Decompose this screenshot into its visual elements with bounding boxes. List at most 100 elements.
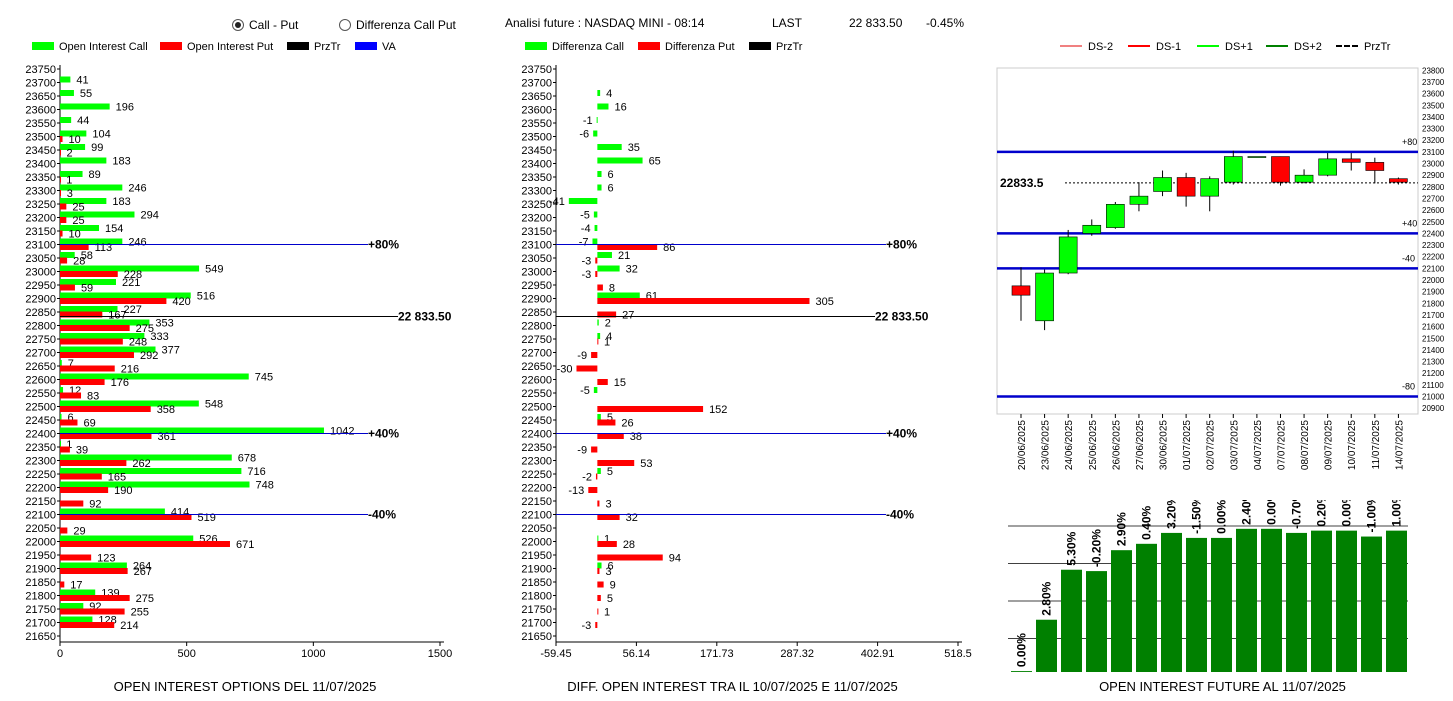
candle-body bbox=[1058, 236, 1078, 274]
strike-label: 22150 bbox=[521, 496, 552, 508]
bar-value-label: 15 bbox=[614, 377, 626, 389]
bar bbox=[60, 508, 165, 515]
strike-label: 21850 bbox=[521, 577, 552, 589]
future-bar-label: 0.00% bbox=[1215, 500, 1229, 534]
bar bbox=[595, 271, 598, 277]
radio-differenza[interactable]: Differenza Call Put bbox=[339, 18, 456, 32]
bar-value-label: 1 bbox=[604, 534, 610, 546]
bar-value-label: 183 bbox=[112, 156, 130, 168]
strike-label: 22500 bbox=[25, 402, 56, 414]
bar-value-label: 6 bbox=[608, 183, 614, 195]
legend-line bbox=[1128, 45, 1150, 47]
bar-value-label: 21 bbox=[618, 250, 630, 262]
legend-item: Open Interest Put bbox=[160, 41, 273, 53]
bar-value-label: -30 bbox=[557, 364, 573, 376]
bar-value-label: 190 bbox=[114, 485, 132, 497]
level-label: -80 bbox=[1402, 382, 1415, 392]
strike-label: 23150 bbox=[521, 226, 552, 238]
radio-call-put[interactable]: Call - Put bbox=[232, 18, 298, 32]
bar bbox=[597, 144, 622, 150]
level-label: -40 bbox=[1402, 253, 1415, 263]
legend-item: Open Interest Call bbox=[32, 41, 148, 53]
legend-item: Differenza Put bbox=[638, 41, 735, 53]
bar bbox=[60, 325, 130, 331]
y-tick-label: 22500 bbox=[1422, 218, 1445, 227]
bar bbox=[60, 481, 250, 488]
strike-label: 23700 bbox=[521, 78, 552, 90]
bar-value-label: 358 bbox=[157, 404, 175, 416]
level-label: +80 bbox=[1402, 137, 1417, 147]
bar bbox=[593, 211, 598, 218]
oi-options-caption: OPEN INTEREST OPTIONS DEL 11/07/2025 bbox=[113, 679, 377, 694]
radio-selected-icon[interactable] bbox=[232, 19, 244, 31]
strike-label: 23250 bbox=[25, 199, 56, 211]
bar bbox=[594, 225, 598, 231]
bar bbox=[591, 352, 598, 358]
bar bbox=[60, 279, 116, 285]
strike-label: 22000 bbox=[25, 537, 56, 549]
y-tick-label: 22800 bbox=[1422, 183, 1445, 192]
bar bbox=[60, 562, 127, 569]
bar-value-label: 294 bbox=[140, 210, 158, 222]
y-tick-label: 20900 bbox=[1422, 404, 1445, 413]
legend-swatch bbox=[160, 42, 182, 50]
bar bbox=[592, 238, 598, 245]
bar bbox=[60, 346, 156, 353]
bar-value-label: 8 bbox=[609, 283, 615, 295]
legend-label: VA bbox=[382, 41, 396, 53]
bar bbox=[60, 333, 145, 339]
future-bar-label: -1.50% bbox=[1190, 500, 1204, 534]
legend-label: DS-2 bbox=[1088, 41, 1114, 53]
bar bbox=[60, 541, 230, 547]
date-label: 23/06/2025 bbox=[1041, 420, 1052, 470]
strike-label: 23300 bbox=[521, 186, 552, 198]
bar-value-label: -13 bbox=[568, 485, 584, 497]
y-tick-label: 22600 bbox=[1422, 206, 1445, 215]
y-tick-label: 21100 bbox=[1422, 381, 1444, 390]
bar-value-label: 4 bbox=[606, 88, 612, 100]
future-bar-label: 0.00% bbox=[1265, 500, 1279, 525]
candle-body bbox=[1200, 178, 1220, 197]
bar-value-label: 1 bbox=[604, 607, 610, 619]
bar bbox=[60, 406, 151, 412]
bar-value-label: 2 bbox=[67, 148, 73, 160]
bar bbox=[60, 257, 68, 264]
bar-value-label: 6 bbox=[608, 169, 614, 181]
bar bbox=[60, 117, 72, 123]
bar-value-label: 420 bbox=[172, 296, 190, 308]
bar bbox=[60, 554, 92, 561]
strike-label: 22600 bbox=[25, 375, 56, 387]
bar bbox=[60, 225, 100, 231]
bar bbox=[591, 446, 598, 453]
strike-label: 21750 bbox=[521, 604, 552, 616]
bar-value-label: 6 bbox=[68, 412, 74, 424]
strike-label: 23700 bbox=[25, 78, 56, 90]
y-tick-label: 21300 bbox=[1422, 358, 1445, 367]
y-tick-label: 22900 bbox=[1422, 171, 1445, 180]
future-bar-label: 2.90% bbox=[1115, 512, 1129, 546]
bar bbox=[60, 514, 192, 520]
future-bar bbox=[1136, 543, 1157, 672]
strike-label: 23400 bbox=[25, 159, 56, 171]
future-bar bbox=[1211, 537, 1232, 672]
bar bbox=[597, 265, 620, 272]
bar bbox=[60, 217, 67, 223]
legend-label: PrzTr bbox=[776, 41, 803, 53]
strike-label: 22500 bbox=[521, 402, 552, 414]
strike-label: 22850 bbox=[25, 307, 56, 319]
bar-value-label: 196 bbox=[116, 102, 134, 114]
bar bbox=[597, 284, 603, 291]
bar bbox=[60, 244, 89, 250]
bar bbox=[60, 211, 135, 218]
bar-value-label: -7 bbox=[579, 237, 589, 249]
bar-value-label: 6 bbox=[608, 561, 614, 573]
bar bbox=[60, 306, 118, 312]
bar-value-label: 53 bbox=[640, 458, 652, 470]
future-bar bbox=[1186, 537, 1207, 672]
legend-item: PrzTr bbox=[287, 41, 340, 53]
oi-future-chart: 0.00% 2.80% 5.30% -0.20% 2.90% 0.40% 3.20% -1.5… bbox=[1008, 500, 1408, 672]
radio-unselected-icon[interactable] bbox=[339, 19, 351, 31]
strike-label: 22100 bbox=[521, 510, 552, 522]
strike-label: 22450 bbox=[25, 415, 56, 427]
